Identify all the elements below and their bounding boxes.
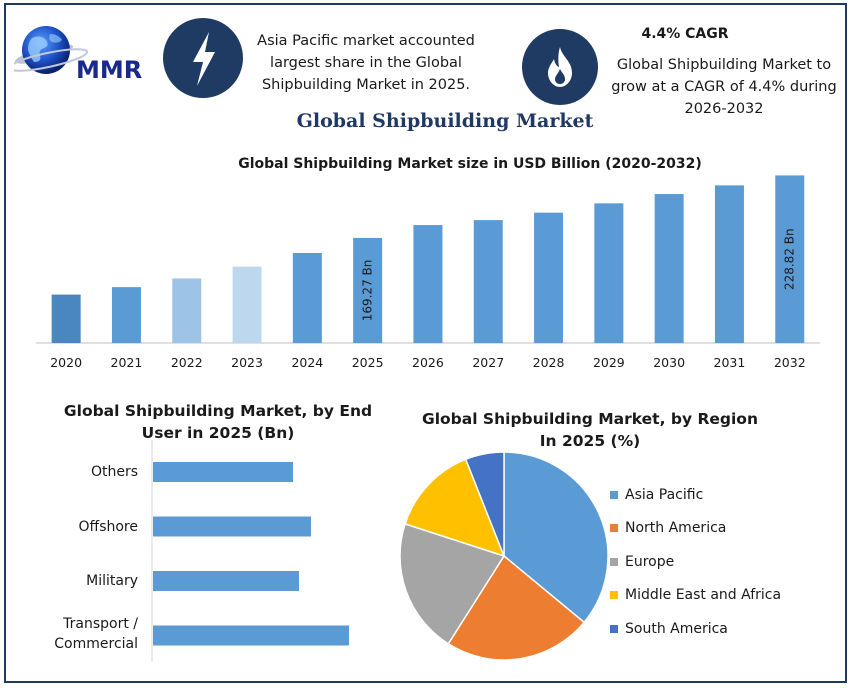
end-user-category-label: Transport / Commercial xyxy=(54,615,138,652)
pie-slice xyxy=(404,458,506,558)
x-tick-label: 2027 xyxy=(472,355,504,370)
x-tick-label: 2021 xyxy=(111,355,143,370)
bar-2028 xyxy=(534,212,564,343)
bar-2025 xyxy=(353,237,383,343)
x-tick-label: 2031 xyxy=(714,355,746,370)
legend-label: Asia Pacific xyxy=(625,486,704,503)
data-label-2032: 228.82 Bn xyxy=(783,228,797,290)
cagr-title: 4.4% CAGR xyxy=(641,26,729,42)
legend-swatch xyxy=(610,524,618,533)
page-title: Global Shipbuilding Market xyxy=(296,110,594,132)
bar-2022 xyxy=(172,278,202,343)
legend-label: Europe xyxy=(625,553,675,570)
cagr-info-text: Global Shipbuilding Market to grow at a … xyxy=(611,57,837,117)
end-user-bar xyxy=(153,516,311,537)
x-tick-label: 2026 xyxy=(412,355,444,370)
x-tick-label: 2028 xyxy=(533,355,565,370)
region-legend: Asia Pacific North America Europe Middle Ea… xyxy=(610,478,781,646)
legend-label: North America xyxy=(625,520,727,537)
legend-label: Middle East and Africa xyxy=(625,587,782,604)
market-size-bar-chart: 2020 2021 2022 2023 2024 2025 169.27 Bn 2026 202… xyxy=(36,175,820,370)
legend-item: Europe xyxy=(610,545,781,579)
end-user-category-label: Others xyxy=(90,464,138,480)
pie-slice xyxy=(464,451,505,557)
legend-swatch xyxy=(610,557,618,566)
legend-item: Asia Pacific xyxy=(610,478,781,512)
x-tick-label: 2032 xyxy=(774,355,806,370)
bar-chart-title: Global Shipbuilding Market size in USD B… xyxy=(238,156,702,172)
legend-item: North America xyxy=(610,512,781,546)
end-user-bar xyxy=(153,625,349,646)
legend-swatch xyxy=(610,591,618,600)
bar-2020 xyxy=(51,294,81,343)
x-tick-label: 2025 xyxy=(352,355,384,370)
end-user-bar-chart xyxy=(151,440,349,662)
end-user-bar xyxy=(153,571,299,591)
pie-slice xyxy=(503,451,609,624)
bar-2021 xyxy=(111,287,141,343)
x-tick-label: 2030 xyxy=(653,355,685,370)
pie-slice xyxy=(447,554,586,661)
bar-2023 xyxy=(232,266,262,343)
legend-item: South America xyxy=(610,612,781,646)
region-pie-chart xyxy=(399,451,609,661)
legend-label: South America xyxy=(625,620,728,637)
legend-swatch xyxy=(610,490,618,499)
mmr-logo: MMR xyxy=(14,26,142,84)
data-label-2025: 169.27 Bn xyxy=(361,260,375,322)
bar-2032 xyxy=(775,175,805,343)
legend-swatch xyxy=(610,624,618,633)
end-user-chart-title: Global Shipbuilding Market, by End User … xyxy=(63,402,373,442)
bar-2031 xyxy=(714,185,744,343)
flame-icon xyxy=(522,29,598,105)
legend-item: Middle East and Africa xyxy=(610,579,781,613)
x-tick-label: 2020 xyxy=(50,355,82,370)
x-tick-label: 2024 xyxy=(291,355,323,370)
bar-2026 xyxy=(413,225,443,343)
x-tick-label: 2022 xyxy=(171,355,203,370)
bar-2027 xyxy=(473,220,503,343)
end-user-category-label: Military xyxy=(86,573,138,589)
bar-2030 xyxy=(654,194,684,343)
lightning-bolt-icon xyxy=(163,18,243,98)
pie-slice xyxy=(399,522,506,645)
end-user-category-label: Offshore xyxy=(78,518,138,535)
x-tick-label: 2029 xyxy=(593,355,625,370)
end-user-bar xyxy=(153,462,293,482)
region-chart-title: Global Shipbuilding Market, by Region In… xyxy=(421,410,758,450)
bar-2024 xyxy=(292,253,322,343)
x-tick-label: 2023 xyxy=(231,355,263,370)
asia-pacific-info-text: Asia Pacific market accounted largest sh… xyxy=(257,33,475,93)
logo-text: MMR xyxy=(76,56,142,84)
bar-2029 xyxy=(594,203,624,343)
